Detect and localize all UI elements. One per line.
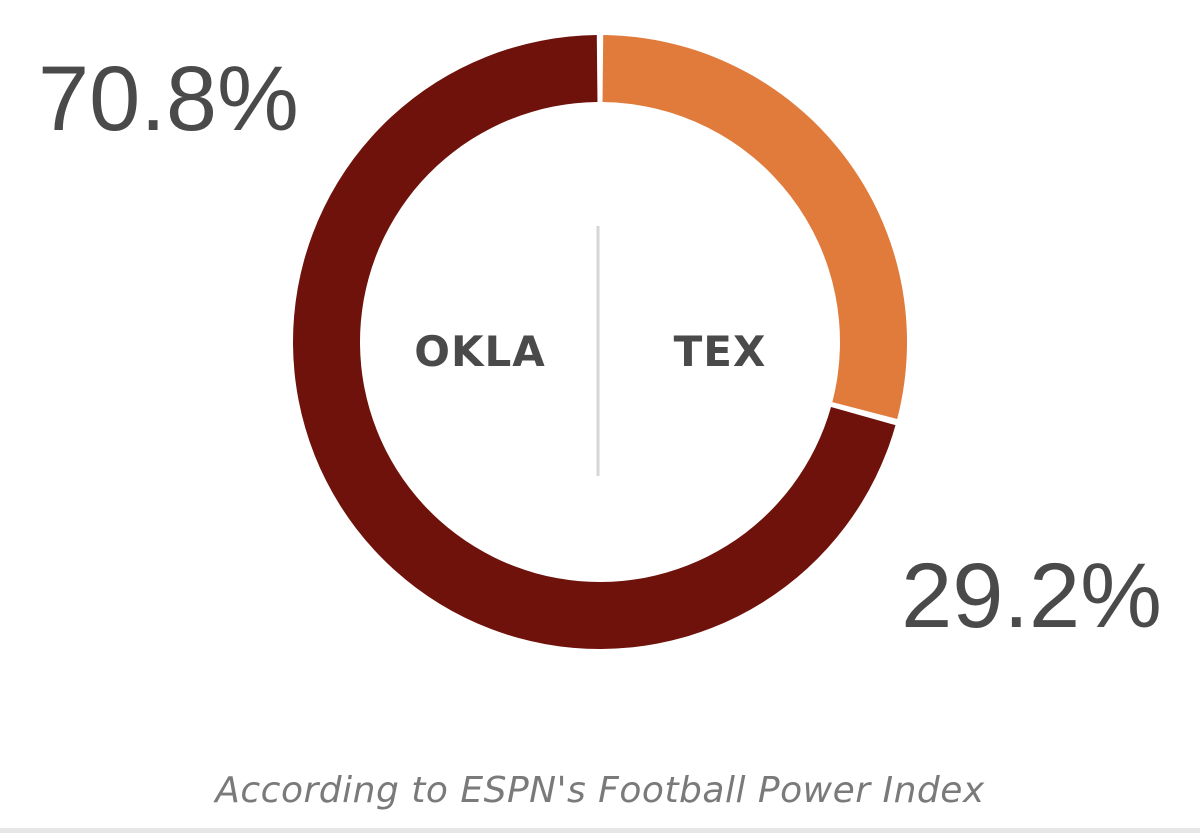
okla-percentage-label: 70.8% xyxy=(38,48,299,150)
donut-slices xyxy=(293,35,907,649)
team-label-okla: OKLA xyxy=(414,327,546,376)
donut-slice-tex xyxy=(602,35,907,419)
tex-percentage-label: 29.2% xyxy=(901,545,1162,647)
source-note: According to ESPN's Football Power Index xyxy=(215,770,985,811)
bottom-divider xyxy=(0,828,1200,833)
team-label-tex: TEX xyxy=(674,327,767,376)
